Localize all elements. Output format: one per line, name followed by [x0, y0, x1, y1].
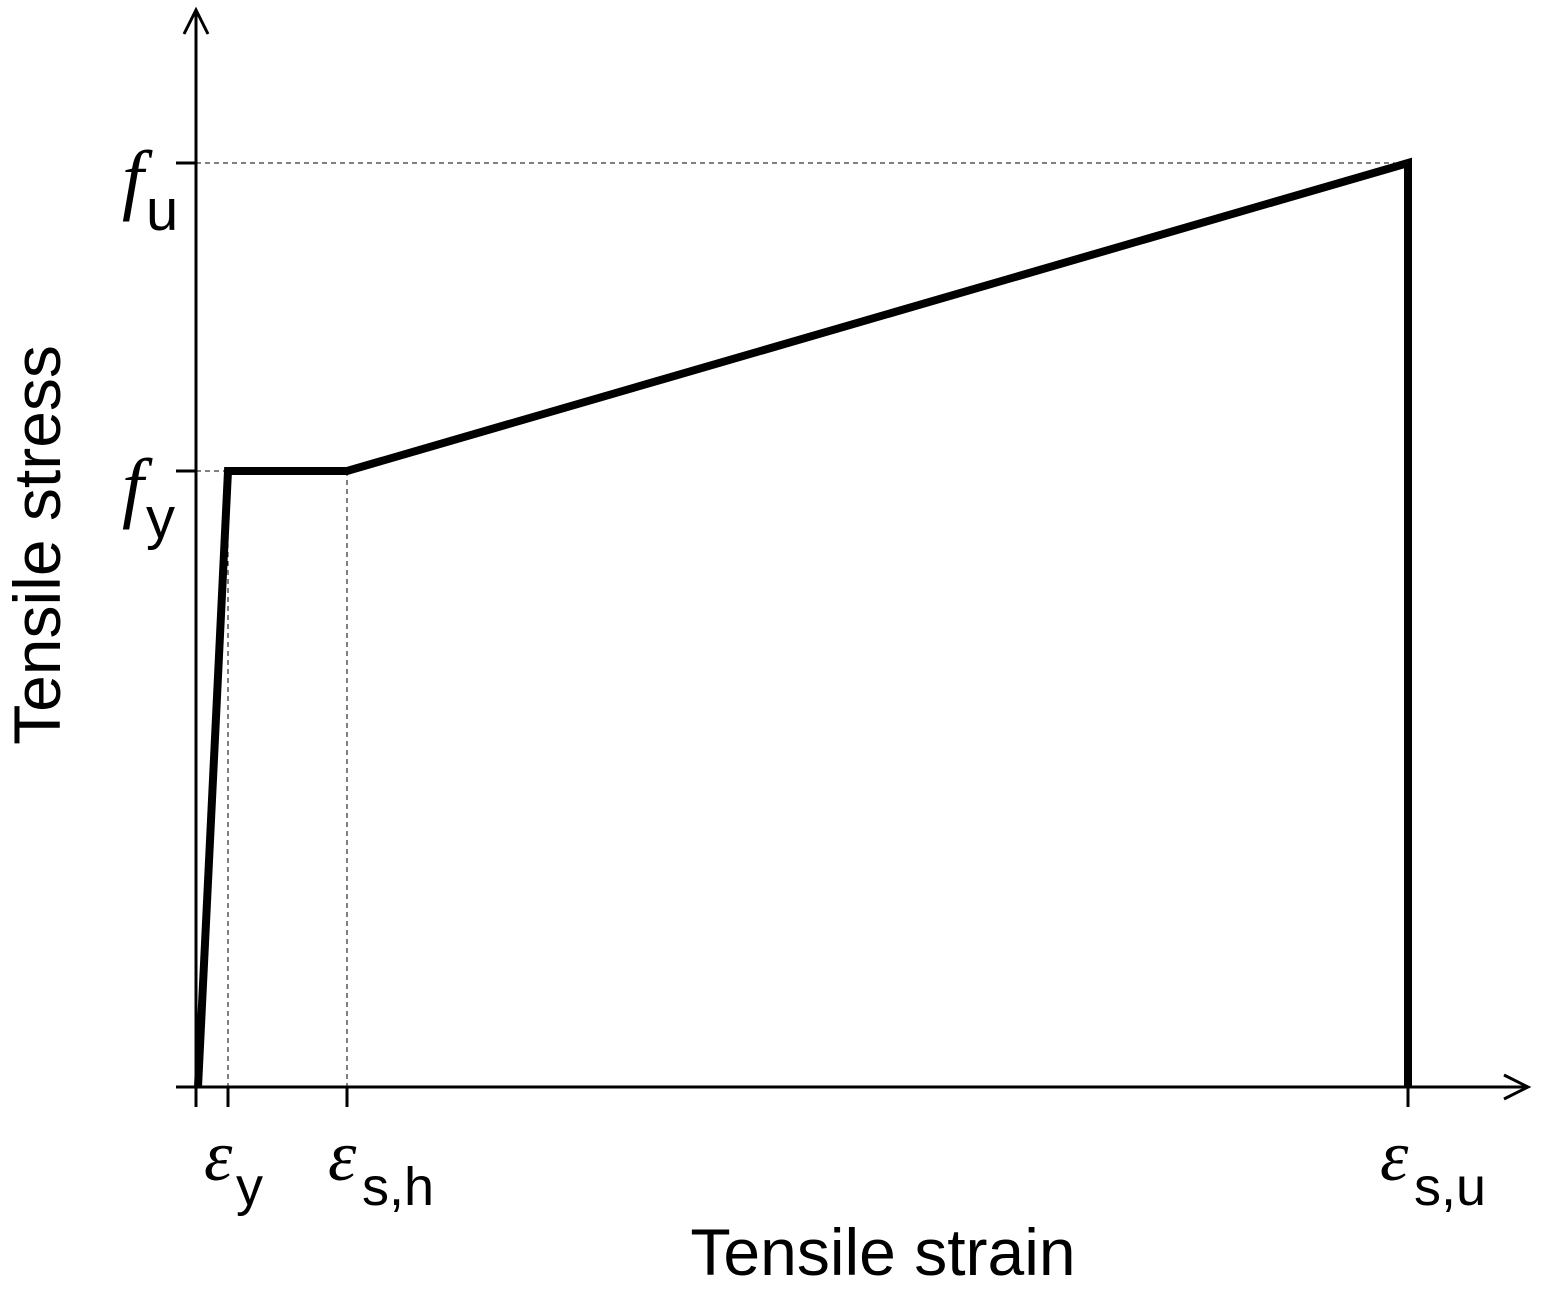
symbol: ε [1380, 1116, 1409, 1196]
y-label: fy [122, 443, 175, 551]
subscript: s,u [1414, 1157, 1486, 1217]
x-title: Tensile strain [690, 1215, 1075, 1289]
symbol: ε [328, 1116, 357, 1196]
subscript: y [236, 1157, 263, 1217]
y-title: Tensile stress [0, 345, 74, 745]
stress-strain-curve [194, 157, 1412, 1088]
x-label: εy [204, 1116, 263, 1217]
x-arrow [1503, 1073, 1532, 1101]
x-label: ε s,h [328, 1116, 434, 1217]
x-label: ε s,u [1380, 1116, 1486, 1217]
symbol: ε [204, 1116, 233, 1196]
y-arrow [182, 6, 210, 35]
subscript: u [146, 178, 178, 243]
subscript: y [146, 486, 175, 551]
subscript: s,h [362, 1157, 434, 1217]
y-label: fu [122, 135, 178, 243]
